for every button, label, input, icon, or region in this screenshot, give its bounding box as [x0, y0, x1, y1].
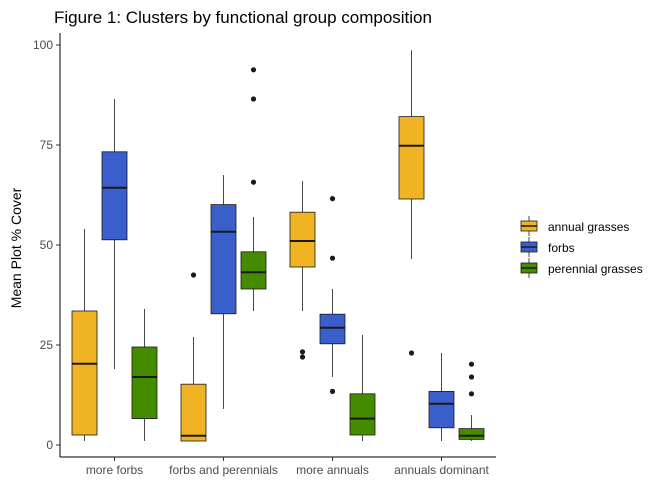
- outlier-point: [408, 350, 415, 356]
- outlier-point: [190, 272, 197, 278]
- outlier-point: [468, 361, 475, 367]
- y-axis-label: Mean Plot % Cover: [8, 187, 24, 308]
- box: [428, 390, 455, 429]
- y-tick-label: 25: [40, 338, 54, 352]
- x-tick-label: more forbs: [86, 463, 143, 477]
- box: [289, 211, 316, 268]
- outlier-point: [250, 179, 257, 185]
- outlier-point: [468, 391, 475, 397]
- outlier-point: [329, 196, 336, 202]
- outlier-point: [329, 388, 336, 394]
- box: [240, 251, 267, 290]
- legend-label: forbs: [548, 241, 575, 255]
- y-tick-label: 50: [40, 238, 54, 252]
- outlier-point: [250, 67, 257, 73]
- x-tick-label: more annuals: [296, 463, 369, 477]
- chart-title: Figure 1: Clusters by functional group c…: [54, 8, 432, 27]
- outlier-point: [299, 354, 306, 360]
- box: [349, 393, 376, 436]
- y-tick-label: 0: [46, 438, 53, 452]
- box: [398, 116, 425, 200]
- legend: annual grasses forbs perennial grasses: [520, 216, 643, 278]
- box: [210, 204, 237, 315]
- outlier-point: [329, 255, 336, 261]
- x-tick-label: forbs and perennials: [169, 463, 278, 477]
- box: [131, 346, 158, 419]
- outlier-point: [468, 374, 475, 380]
- box: [101, 151, 128, 241]
- outlier-point: [299, 349, 306, 355]
- legend-label: perennial grasses: [548, 262, 643, 276]
- x-tick-label: annuals dominant: [394, 463, 489, 477]
- y-tick-label: 75: [40, 138, 54, 152]
- box: [71, 310, 98, 436]
- plot-area: 0 25 50 75 100 more forbs forbs and perennials…: [33, 33, 496, 477]
- outlier-point: [250, 96, 257, 102]
- box: [319, 313, 346, 345]
- legend-label: annual grasses: [548, 220, 629, 234]
- y-tick-label: 100: [33, 38, 53, 52]
- box: [180, 383, 207, 442]
- box: [458, 428, 485, 440]
